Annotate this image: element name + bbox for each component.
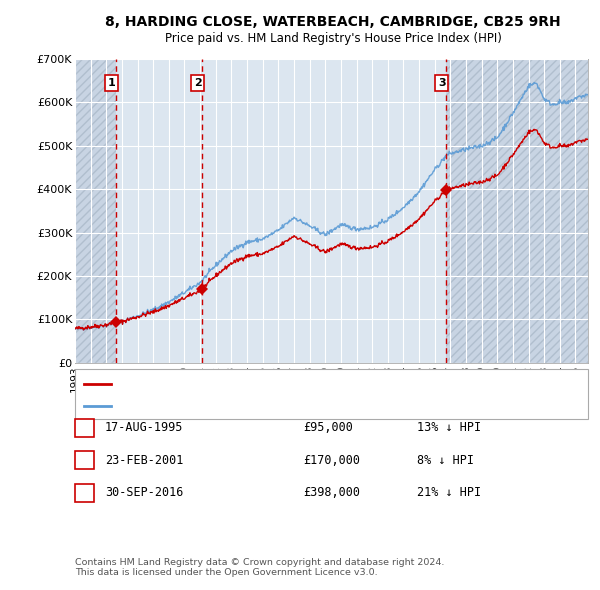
Text: 8% ↓ HPI: 8% ↓ HPI	[417, 454, 474, 467]
Text: 2: 2	[194, 78, 202, 88]
Text: £95,000: £95,000	[303, 421, 353, 434]
Bar	[446, 59, 588, 363]
Text: £170,000: £170,000	[303, 454, 360, 467]
Text: 8, HARDING CLOSE, WATERBEACH, CAMBRIDGE, CB25 9RH (detached house): 8, HARDING CLOSE, WATERBEACH, CAMBRIDGE,…	[116, 379, 517, 388]
Text: 21% ↓ HPI: 21% ↓ HPI	[417, 486, 481, 499]
Text: 13% ↓ HPI: 13% ↓ HPI	[417, 421, 481, 434]
Text: 1: 1	[81, 423, 88, 432]
Text: Price paid vs. HM Land Registry's House Price Index (HPI): Price paid vs. HM Land Registry's House …	[164, 32, 502, 45]
Text: 3: 3	[81, 488, 88, 497]
Text: 30-SEP-2016: 30-SEP-2016	[105, 486, 184, 499]
Text: HPI: Average price, detached house, South Cambridgeshire: HPI: Average price, detached house, Sout…	[116, 401, 425, 411]
Text: 2: 2	[81, 455, 88, 465]
Text: Contains HM Land Registry data © Crown copyright and database right 2024.
This d: Contains HM Land Registry data © Crown c…	[75, 558, 445, 577]
Text: 8, HARDING CLOSE, WATERBEACH, CAMBRIDGE, CB25 9RH: 8, HARDING CLOSE, WATERBEACH, CAMBRIDGE,…	[105, 15, 561, 30]
Text: 3: 3	[438, 78, 446, 88]
Bar	[75, 59, 116, 363]
Text: 23-FEB-2001: 23-FEB-2001	[105, 454, 184, 467]
Text: 1: 1	[107, 78, 115, 88]
Text: 17-AUG-1995: 17-AUG-1995	[105, 421, 184, 434]
Text: £398,000: £398,000	[303, 486, 360, 499]
